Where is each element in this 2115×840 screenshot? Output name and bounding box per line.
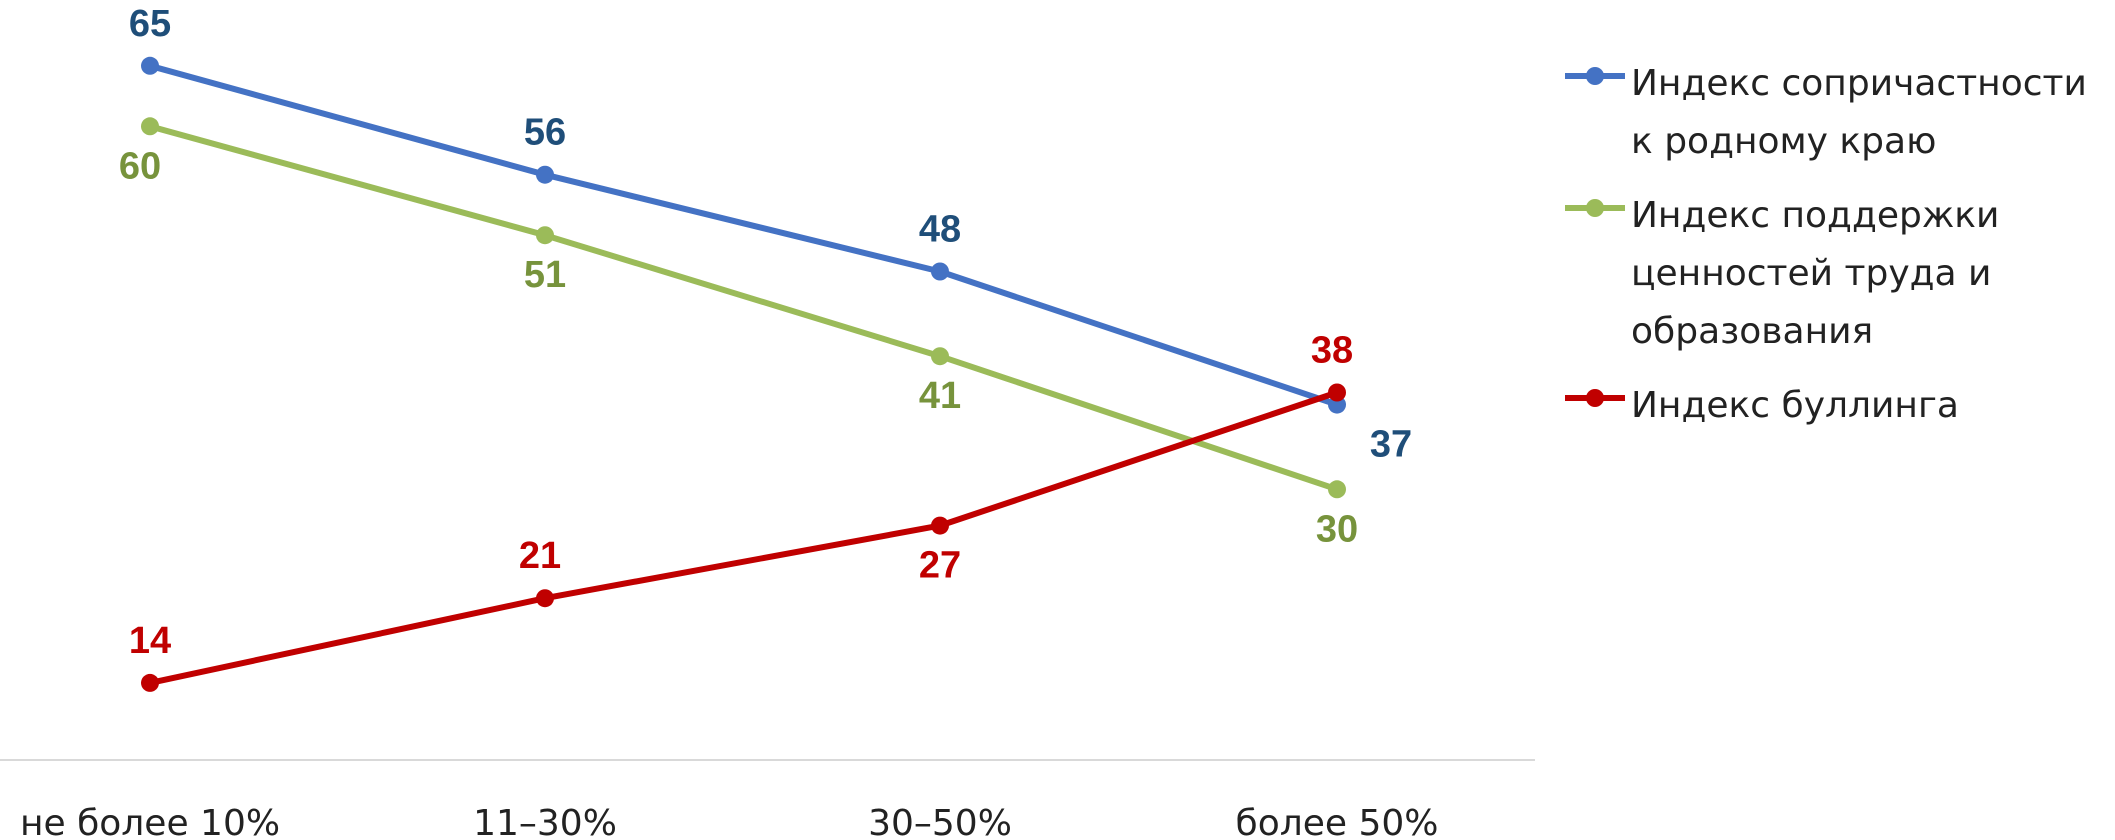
data-point-values-2 — [931, 347, 949, 366]
data-label-bullying-1: 21 — [519, 535, 561, 577]
data-point-belonging-2 — [931, 262, 949, 281]
x-tick-label-0: не более 10% — [20, 803, 280, 840]
series-layer — [141, 56, 1346, 692]
series-line-bullying — [149, 389, 1338, 686]
data-point-bullying-2 — [931, 516, 949, 535]
legend-marker-belonging — [1565, 67, 1625, 85]
legend: Индекс сопричастности к родному краю Инд… — [1565, 55, 2110, 451]
legend-marker-bullying — [1565, 389, 1625, 407]
legend-label-belonging: Индекс сопричастности к родному краю — [1631, 63, 2087, 162]
legend-item-bullying: Индекс буллинга — [1565, 377, 2110, 435]
data-label-bullying-0: 14 — [129, 620, 171, 662]
data-label-belonging-3: 37 — [1370, 424, 1412, 466]
data-label-values-0: 60 — [119, 145, 161, 187]
data-point-belonging-1 — [536, 165, 554, 184]
data-label-belonging-0: 65 — [129, 3, 171, 45]
data-point-bullying-3 — [1328, 383, 1346, 402]
legend-label-values: Индекс поддержки ценностей труда и образ… — [1631, 195, 2000, 352]
data-point-bullying-0 — [141, 673, 159, 692]
data-label-values-3: 30 — [1316, 508, 1358, 550]
data-label-bullying-2: 27 — [919, 545, 961, 587]
legend-item-values: Индекс поддержки ценностей труда и образ… — [1565, 187, 2110, 361]
series-line-values — [149, 123, 1338, 493]
data-point-values-0 — [141, 117, 159, 136]
data-label-bullying-3: 38 — [1311, 330, 1353, 372]
x-tick-label-1: 11–30% — [473, 803, 617, 840]
data-point-belonging-0 — [141, 56, 159, 75]
data-label-belonging-1: 56 — [524, 112, 566, 154]
legend-item-belonging: Индекс сопричастности к родному краю — [1565, 55, 2110, 171]
data-label-belonging-2: 48 — [919, 209, 961, 251]
data-label-values-2: 41 — [919, 375, 961, 417]
data-point-values-3 — [1328, 480, 1346, 499]
data-point-values-1 — [536, 226, 554, 245]
x-tick-label-2: 30–50% — [868, 803, 1012, 840]
legend-label-bullying: Индекс буллинга — [1631, 385, 1959, 426]
x-tick-layer: не более 10% 11–30% 30–50% более 50% — [20, 803, 1439, 840]
x-tick-label-3: более 50% — [1236, 803, 1439, 840]
data-point-bullying-1 — [536, 589, 554, 608]
legend-marker-values — [1565, 199, 1625, 217]
series-line-belonging — [149, 62, 1338, 408]
data-label-values-1: 51 — [524, 254, 566, 296]
data-label-layer: 65 56 48 37 60 51 41 30 14 21 27 38 — [119, 3, 1412, 662]
